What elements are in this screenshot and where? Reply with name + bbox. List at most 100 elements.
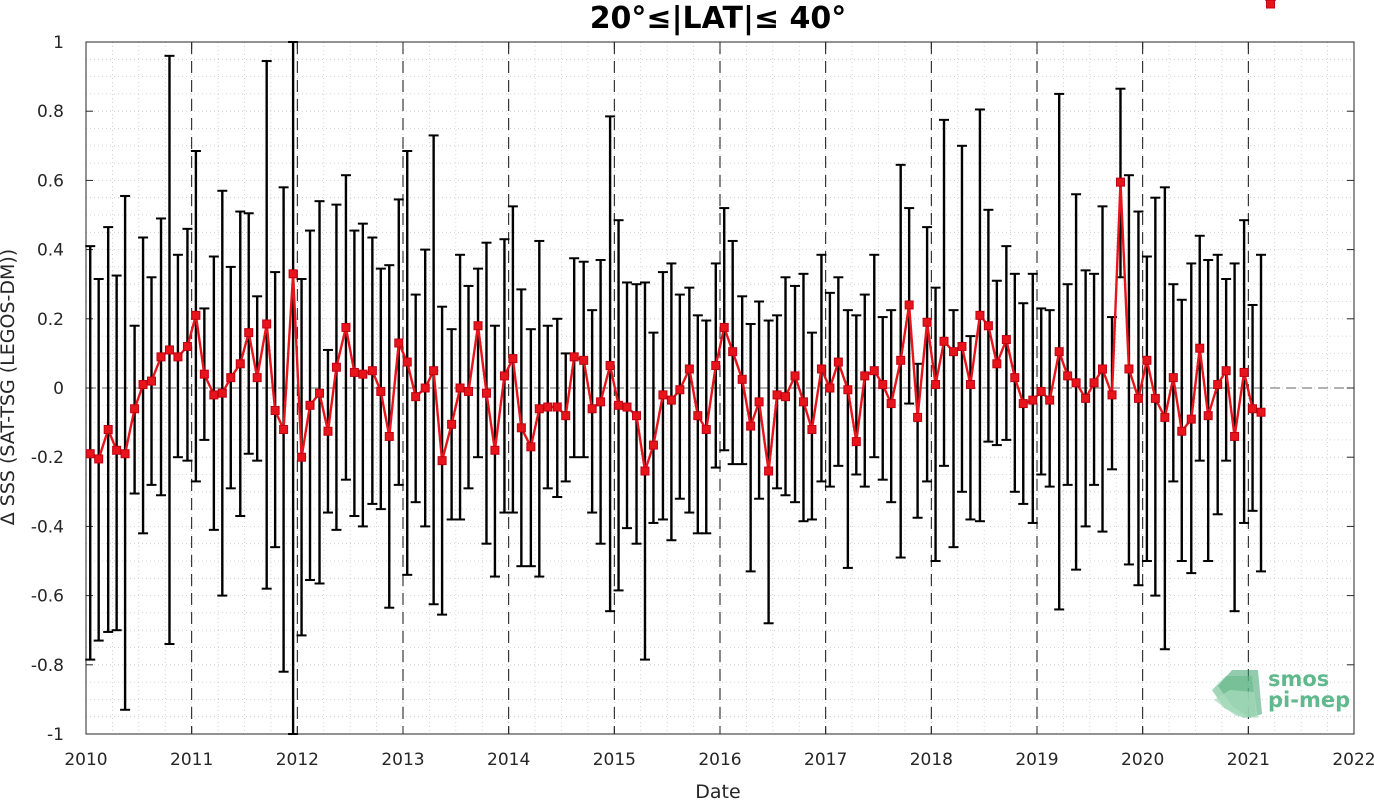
- errorbar: [745, 322, 756, 573]
- data-point-marker: [1045, 395, 1055, 405]
- x-axis-title: Date: [695, 781, 740, 801]
- data-point-marker: [640, 466, 650, 476]
- errorbar: [684, 286, 695, 514]
- data-point-marker: [701, 425, 711, 435]
- data-point-marker: [1160, 412, 1170, 422]
- data-point-marker: [1081, 393, 1091, 403]
- errorbar: [1009, 272, 1020, 493]
- data-point-marker: [886, 399, 896, 409]
- x-tick-label: 2018: [910, 750, 953, 770]
- errorbar: [790, 284, 801, 504]
- errorbar: [473, 267, 484, 459]
- data-point-marker: [217, 388, 227, 398]
- data-point-marker: [1186, 414, 1196, 424]
- data-point-marker: [349, 367, 359, 377]
- data-point-marker: [235, 359, 245, 369]
- x-tick-label: 2019: [1015, 750, 1058, 770]
- data-point-marker: [764, 466, 774, 476]
- data-point-marker: [684, 364, 694, 374]
- errorbar: [956, 144, 967, 493]
- data-point-marker: [896, 355, 906, 365]
- data-point-marker: [587, 404, 597, 414]
- data-point-marker: [1071, 378, 1081, 388]
- x-tick-label: 2022: [1332, 750, 1374, 770]
- x-tick-label: 2015: [593, 750, 636, 770]
- data-point-marker: [1168, 373, 1178, 383]
- data-point-marker: [1089, 378, 1099, 388]
- data-point-marker: [367, 366, 377, 376]
- data-point-marker: [499, 371, 509, 381]
- x-tick-label: 2014: [487, 750, 530, 770]
- data-point-marker: [490, 445, 500, 455]
- data-point-marker: [420, 383, 430, 393]
- y-tick-label: 0: [53, 379, 64, 399]
- data-point-marker: [1195, 343, 1205, 353]
- data-point-marker: [138, 380, 148, 390]
- x-tick-label: 2016: [698, 750, 741, 770]
- data-point-marker: [384, 431, 394, 441]
- data-point-marker: [341, 322, 351, 332]
- errorbar: [288, 41, 299, 735]
- data-point-marker: [1098, 364, 1108, 374]
- data-point-marker: [869, 366, 879, 376]
- data-point-marker: [411, 392, 421, 402]
- x-tick-label: 2020: [1121, 750, 1164, 770]
- errorbar: [930, 286, 941, 562]
- y-tick-label: -0.2: [31, 448, 64, 468]
- y-axis-title: Δ SSS (SAT-TSG (LEGOS-DM)): [0, 249, 19, 525]
- data-point-marker: [860, 371, 870, 381]
- errorbar: [948, 309, 959, 549]
- data-point-marker: [394, 338, 404, 348]
- data-point-marker: [402, 357, 412, 367]
- data-point-marker: [279, 425, 289, 435]
- errorbar: [1141, 255, 1152, 562]
- data-point-marker: [754, 397, 764, 407]
- data-point-marker: [1230, 431, 1240, 441]
- data-point-marker: [1001, 335, 1011, 345]
- data-point-marker: [305, 400, 315, 410]
- x-tick-label: 2021: [1227, 750, 1270, 770]
- data-point-marker: [693, 411, 703, 421]
- data-point-marker: [605, 361, 615, 371]
- data-point-marker: [939, 336, 949, 346]
- data-point-marker: [1010, 373, 1020, 383]
- data-point-marker: [112, 445, 122, 455]
- data-point-marker: [376, 386, 386, 396]
- data-point-marker: [429, 366, 439, 376]
- logo-text-smos: smos: [1268, 667, 1329, 691]
- errorbar: [922, 226, 933, 483]
- data-point-marker: [120, 449, 130, 459]
- data-point-marker: [1150, 393, 1160, 403]
- errorbar: [833, 276, 844, 467]
- logo-text-pi-mep: pi-mep: [1268, 688, 1350, 712]
- data-point-marker: [130, 404, 140, 414]
- data-point-marker: [447, 419, 457, 429]
- data-point-marker: [825, 383, 835, 393]
- data-point-marker: [913, 412, 923, 422]
- data-point-marker: [983, 321, 993, 331]
- errorbar: [877, 316, 888, 481]
- data-point-marker: [534, 404, 544, 414]
- data-point-marker: [94, 454, 104, 464]
- data-point-marker: [315, 388, 325, 398]
- data-point-marker: [569, 352, 579, 362]
- data-point-marker: [737, 374, 747, 384]
- data-point-marker: [1063, 371, 1073, 381]
- series-layer: [85, 0, 1276, 476]
- data-point-marker: [1213, 380, 1223, 390]
- data-point-marker: [931, 380, 941, 390]
- data-point-marker: [147, 376, 157, 386]
- data-point-marker: [164, 345, 174, 355]
- y-tick-label: 0.8: [37, 102, 64, 122]
- data-point-marker: [508, 354, 518, 364]
- data-point-marker: [209, 390, 219, 400]
- y-tick-label: 0.6: [37, 171, 64, 191]
- data-point-marker: [992, 359, 1002, 369]
- data-point-marker: [648, 440, 658, 450]
- y-tick-label: -0.6: [31, 587, 64, 607]
- data-point-marker: [85, 449, 95, 459]
- data-point-marker: [552, 402, 562, 412]
- data-point-marker: [658, 390, 668, 400]
- data-point-marker: [1239, 367, 1249, 377]
- data-point-marker: [1115, 177, 1125, 187]
